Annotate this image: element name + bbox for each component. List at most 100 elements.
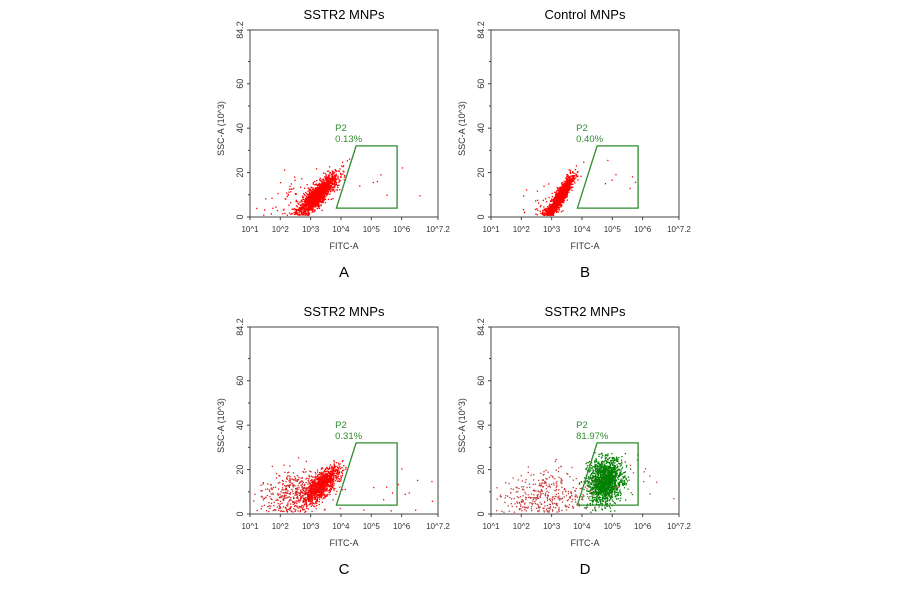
- event-point: [328, 468, 330, 470]
- event-point: [307, 490, 309, 492]
- event-point: [307, 494, 309, 496]
- y-tick-label: 60: [476, 79, 486, 89]
- event-point: [626, 464, 628, 467]
- event-point: [306, 492, 309, 494]
- event-point: [609, 507, 612, 509]
- event-point: [260, 490, 262, 492]
- event-point: [562, 190, 564, 192]
- event-point: [301, 213, 303, 215]
- event-point: [324, 468, 326, 470]
- event-point: [288, 475, 290, 477]
- event-point: [304, 487, 306, 489]
- event-point: [300, 484, 302, 487]
- event-point: [314, 193, 317, 195]
- event-point: [539, 210, 541, 212]
- event-point: [311, 194, 313, 197]
- event-point: [331, 188, 334, 191]
- event-point: [315, 502, 318, 504]
- event-point: [307, 206, 309, 208]
- event-point: [546, 213, 548, 215]
- event-point: [311, 496, 313, 498]
- event-point: [329, 481, 332, 483]
- event-point: [317, 471, 319, 473]
- event-point: [333, 489, 335, 491]
- event-point: [618, 457, 620, 459]
- event-point: [321, 182, 323, 184]
- event-point: [551, 212, 553, 214]
- event-point: [319, 491, 321, 493]
- event-point: [557, 204, 559, 207]
- event-point: [296, 505, 298, 507]
- event-point: [271, 488, 273, 490]
- event-point: [307, 190, 309, 192]
- event-point: [306, 208, 308, 210]
- event-point: [329, 175, 331, 177]
- event-point: [589, 496, 591, 498]
- event-point: [299, 506, 301, 508]
- event-point: [314, 189, 316, 191]
- event-point: [283, 510, 285, 512]
- event-point: [313, 480, 315, 482]
- event-point: [554, 206, 556, 209]
- event-point: [317, 481, 319, 483]
- event-point: [308, 481, 310, 483]
- event-point: [324, 188, 326, 190]
- event-point: [263, 504, 265, 506]
- event-point: [337, 478, 340, 480]
- event-point: [332, 475, 334, 477]
- event-point: [327, 476, 329, 478]
- event-point: [323, 190, 325, 192]
- event-point: [331, 180, 333, 182]
- event-point: [308, 495, 311, 497]
- event-point: [595, 510, 597, 512]
- event-point: [289, 506, 292, 508]
- event-point: [279, 182, 282, 184]
- event-point: [312, 492, 314, 494]
- event-point: [279, 475, 281, 477]
- event-point: [287, 496, 289, 498]
- event-point: [323, 478, 326, 480]
- event-point: [323, 180, 325, 182]
- event-point: [312, 199, 314, 201]
- event-point: [260, 508, 262, 510]
- event-point: [294, 476, 296, 478]
- event-point: [302, 506, 304, 508]
- event-point: [309, 204, 311, 207]
- event-point: [563, 186, 566, 188]
- event-point: [287, 193, 289, 196]
- event-point: [291, 188, 293, 190]
- event-point: [303, 497, 305, 499]
- event-point: [558, 194, 561, 196]
- event-point: [337, 175, 339, 177]
- event-point: [274, 486, 277, 488]
- event-point: [588, 471, 591, 473]
- event-point: [275, 499, 277, 501]
- event-point: [327, 182, 329, 184]
- event-point: [308, 492, 310, 494]
- event-point: [295, 209, 297, 211]
- event-point: [300, 490, 302, 493]
- event-point: [307, 201, 309, 203]
- event-point: [311, 485, 313, 487]
- event-point: [326, 180, 328, 182]
- event-point: [574, 182, 576, 184]
- event-point: [341, 460, 343, 463]
- event-point: [261, 490, 263, 492]
- event-point: [310, 193, 313, 195]
- event-point: [310, 496, 312, 498]
- event-point: [556, 199, 558, 201]
- event-point: [304, 210, 306, 212]
- event-point: [560, 196, 562, 198]
- event-point: [269, 484, 272, 486]
- event-point: [314, 198, 317, 200]
- event-point: [321, 184, 323, 186]
- event-point: [301, 477, 304, 479]
- event-point: [328, 480, 330, 482]
- event-point: [328, 474, 331, 476]
- y-axis-label: SSC-A (10^3): [457, 101, 467, 156]
- event-point: [309, 208, 311, 210]
- event-point: [561, 191, 563, 193]
- event-point: [333, 479, 335, 481]
- event-point: [318, 197, 320, 199]
